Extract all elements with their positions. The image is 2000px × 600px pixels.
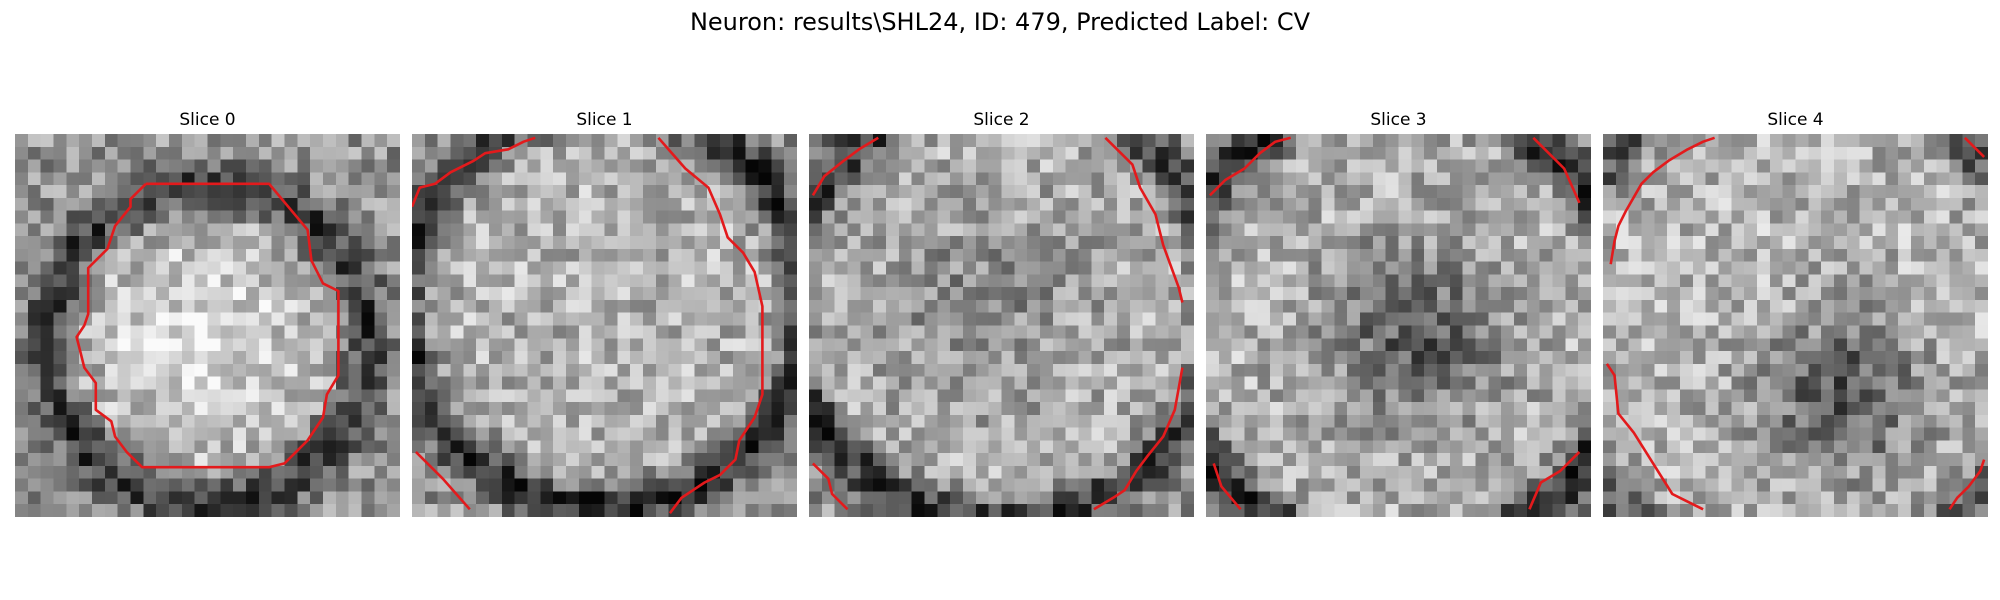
slice-panel-2: Slice 2 bbox=[809, 108, 1194, 517]
slice-grayscale-image bbox=[412, 134, 797, 517]
contour-line bbox=[1212, 462, 1242, 511]
contour-line bbox=[414, 450, 471, 511]
slice-panel-0: Slice 0 bbox=[15, 108, 400, 517]
contour-line bbox=[1948, 459, 1986, 511]
contour-line bbox=[1532, 136, 1581, 204]
slice-grayscale-image bbox=[809, 134, 1194, 517]
contour-line bbox=[1208, 136, 1292, 197]
slice-contour-overlay bbox=[412, 136, 764, 514]
slice-image-frame bbox=[412, 134, 797, 517]
slice-grayscale-image bbox=[15, 134, 400, 517]
slice-panel-1: Slice 1 bbox=[412, 108, 797, 517]
contour-line bbox=[657, 136, 764, 514]
slice-title: Slice 2 bbox=[973, 110, 1030, 130]
slice-panel-3: Slice 3 bbox=[1206, 108, 1591, 517]
slice-title: Slice 0 bbox=[179, 110, 236, 130]
slice-title: Slice 4 bbox=[1767, 110, 1824, 130]
slice-contour-overlay bbox=[75, 182, 340, 469]
contour-line bbox=[1605, 363, 1704, 511]
contour-line bbox=[811, 462, 849, 511]
slice-contour-overlay bbox=[811, 136, 1184, 511]
slice-panel-4: Slice 4 bbox=[1603, 108, 1988, 517]
figure-title: Neuron: results\SHL24, ID: 479, Predicte… bbox=[689, 8, 1311, 36]
contour-line bbox=[75, 182, 340, 469]
slice-contour-overlay bbox=[1605, 136, 1986, 511]
slice-title: Slice 3 bbox=[1370, 110, 1427, 130]
contour-line bbox=[811, 136, 879, 196]
contour-line bbox=[1093, 367, 1184, 511]
slice-image-frame bbox=[809, 134, 1194, 517]
contour-line bbox=[1528, 450, 1581, 510]
contour-line bbox=[412, 136, 536, 208]
slice-image-frame bbox=[15, 134, 400, 517]
slice-grayscale-image bbox=[1603, 134, 1988, 517]
contour-line bbox=[1609, 136, 1716, 265]
contour-line bbox=[1963, 136, 1986, 158]
slice-title: Slice 1 bbox=[576, 110, 633, 130]
contour-line bbox=[1104, 136, 1184, 303]
slice-contour-overlay bbox=[1208, 136, 1581, 511]
slice-grayscale-image bbox=[1206, 134, 1591, 517]
slice-image-frame bbox=[1206, 134, 1591, 517]
slice-image-frame bbox=[1603, 134, 1988, 517]
